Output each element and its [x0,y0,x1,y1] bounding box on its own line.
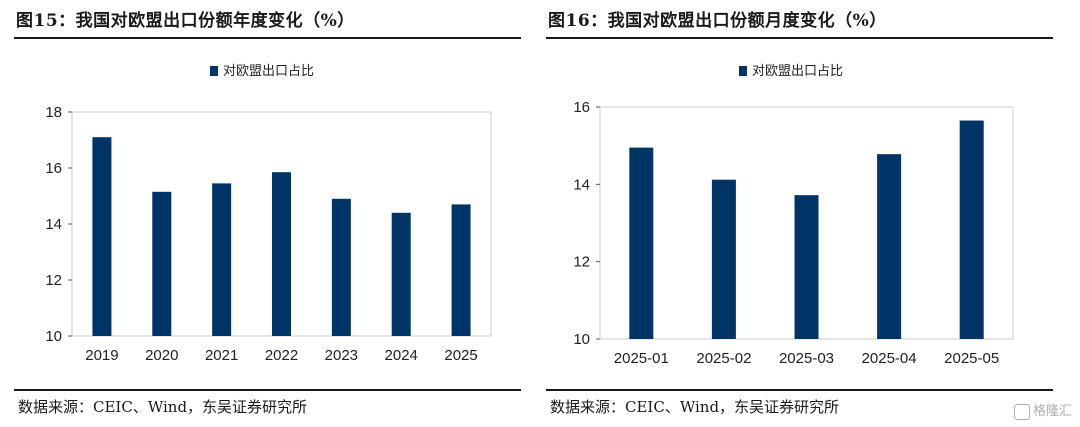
right-y-tick-label: 10 [573,331,590,348]
right-top-rule [546,37,1053,39]
left-bottom-rule [14,389,521,391]
left-top-rule [14,37,521,39]
left-x-tick-label: 2023 [325,347,358,364]
left-bar-2022 [272,172,291,336]
right-figure-panel: 图16：我国对欧盟出口份额月度变化（%） 10 12 14 16 对欧盟出口占比 2025… [546,0,1066,427]
left-bar-2025 [451,204,471,336]
right-bar-2025-05 [959,120,984,340]
right-y-tick-label: 14 [573,176,590,193]
right-bottom-rule [546,389,1053,391]
left-x-tick-label: 2025 [444,347,477,364]
right-bar-2025-02 [711,179,736,339]
left-x-tick-label: 2024 [385,347,418,364]
right-bar-2025-04 [877,154,902,339]
right-source-note: 数据来源：CEIC、Wind，东吴证券研究所 [550,398,840,416]
left-bar-2021 [212,183,232,336]
left-y-tick-label: 12 [45,272,62,289]
right-x-tick-label: 2025-05 [944,350,999,367]
left-bar-2020 [152,191,172,336]
watermark-logo-icon [1013,403,1030,420]
left-bar-2019 [92,137,112,336]
left-legend-swatch [210,66,218,76]
right-legend-label: 对欧盟出口占比 [752,64,843,79]
watermark: 格隆汇 [1013,400,1072,420]
right-x-tick-label: 2025-01 [614,350,669,367]
left-figure-panel: 图15：我国对欧盟出口份额年度变化（%） 10 12 14 16 18 对欧盟出口占比 20… [14,0,534,427]
right-bar-2025-03 [794,195,819,339]
right-y-tick-label: 12 [573,254,590,271]
right-x-tick-label: 2025-03 [779,350,834,367]
left-bar-chart: 10 12 14 16 18 对欧盟出口占比 2019 2020 2021 2022 2023 202… [45,64,492,364]
right-figure-title: 图16：我国对欧盟出口份额月度变化（%） [548,11,887,31]
right-y-tick-label: 16 [573,99,590,116]
left-y-tick-label: 18 [45,104,62,121]
left-x-tick-label: 2021 [205,347,238,364]
right-legend-swatch [739,66,747,76]
left-x-tick-label: 2019 [85,347,118,364]
right-bar-2025-01 [629,147,654,339]
right-x-tick-label: 2025-02 [696,350,751,367]
left-y-tick-label: 16 [45,160,62,177]
right-bar-chart: 10 12 14 16 对欧盟出口占比 2025-01 2025-02 2025-03 2025… [573,64,1014,367]
left-y-tick-label: 14 [45,216,62,233]
left-figure-title: 图15：我国对欧盟出口份额年度变化（%） [16,11,355,31]
right-x-tick-label: 2025-04 [862,350,917,367]
watermark-text: 格隆汇 [1032,404,1072,419]
left-legend-label: 对欧盟出口占比 [223,64,314,79]
left-bar-2024 [391,212,411,336]
left-y-tick-label: 10 [45,328,62,345]
left-source-note: 数据来源：CEIC、Wind，东吴证券研究所 [18,398,308,416]
left-x-tick-label: 2020 [145,347,178,364]
left-bar-2023 [331,198,351,336]
left-x-tick-label: 2022 [265,347,298,364]
